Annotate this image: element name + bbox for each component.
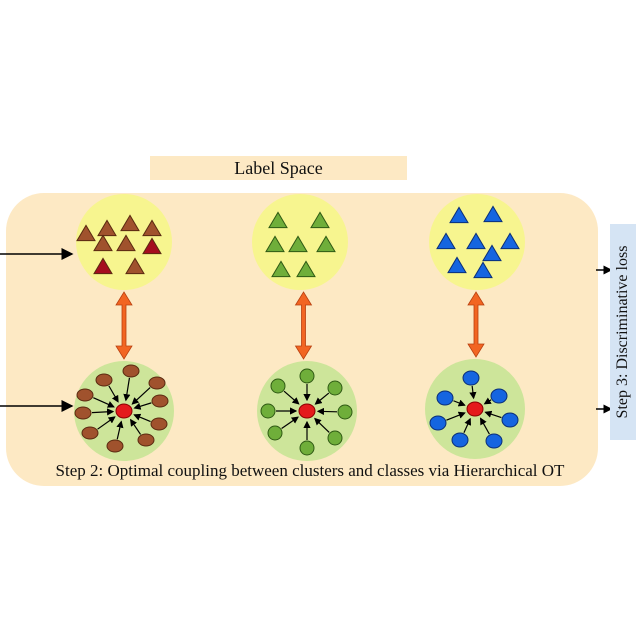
cluster-arrow-green [314,417,330,433]
class-triangle-blue [447,256,467,274]
class-triangle-blue [500,232,520,250]
cluster-arrow-blue [446,411,466,421]
class-triangle-brown [93,257,113,275]
cluster-arrow-blue [484,410,502,419]
cluster-point-brown [95,373,113,387]
class-triangle-blue [482,244,502,262]
cluster-center-blue [466,401,484,417]
cluster-arrow-brown [93,397,115,408]
cluster-arrow-brown [116,420,124,440]
coupling-arrow-blue [467,291,485,358]
cluster-point-blue [501,412,519,428]
cluster-point-brown [81,426,99,440]
coupling-arrow-green [294,291,313,360]
cluster-arrow-blue [483,397,492,405]
class-triangle-green [265,235,285,253]
cluster-point-brown [150,417,168,431]
cluster-point-green [337,404,353,420]
cluster-arrow-brown [123,377,131,402]
class-triangle-brown [97,219,117,237]
cluster-arrow-brown [108,385,119,403]
class-triangle-brown [142,219,162,237]
label-space-title: Label Space [234,158,323,178]
class-triangle-brown [125,257,145,275]
coupling-arrow-brown [115,291,133,360]
class-triangle-green [288,235,308,253]
cluster-point-brown [151,394,169,408]
class-triangle-blue [449,206,469,224]
cluster-point-blue [436,390,454,406]
class-triangle-brown [116,234,136,252]
class-triangle-blue [483,205,503,223]
cluster-point-brown [137,433,155,447]
cluster-arrow-green [283,390,300,405]
cluster-point-green [327,380,343,396]
cluster-arrow-brown [97,416,116,430]
cluster-point-brown [148,376,166,390]
cluster-point-brown [106,439,124,453]
cluster-arrow-brown [129,418,142,435]
class-triangle-green [310,211,330,229]
class-triangle-green [271,260,291,278]
cluster-center-green [298,403,316,419]
class-triangle-green [316,235,336,253]
cluster-point-brown [76,388,94,402]
cluster-arrow-brown [133,402,152,410]
cluster-point-blue [490,388,508,404]
cluster-point-blue [462,370,480,386]
cluster-point-green [299,440,315,456]
cluster-arrow-blue [480,417,490,435]
class-triangle-brown [76,224,96,242]
class-triangle-blue [473,261,493,279]
cluster-point-blue [451,432,469,448]
groups-layer [74,194,525,461]
cluster-arrow-brown [131,387,151,405]
cluster-arrow-brown [133,413,151,423]
cluster-arrow-green [281,416,299,429]
label-space-box [150,156,407,180]
cluster-point-blue [485,433,503,449]
cluster-point-green [327,430,343,446]
step3-box [610,224,636,440]
class-triangle-blue [466,232,486,250]
class-triangle-brown [142,237,162,255]
cluster-arrow-blue [453,399,466,407]
class-triangle-brown [93,234,113,252]
step3-label: Step 3: Discriminative loss [614,245,631,419]
step2-caption: Step 2: Optimal coupling between cluster… [55,461,565,480]
cluster-point-brown [122,364,140,378]
cluster-arrow-blue [469,385,477,400]
cluster-point-blue [429,415,447,431]
cluster-point-green [270,378,286,394]
cluster-arrow-green [314,392,330,405]
class-triangle-green [296,260,316,278]
cluster-arrow-green [316,407,338,416]
class-triangle-green [268,211,288,229]
cluster-point-green [260,403,276,419]
cluster-point-green [299,368,315,384]
class-triangle-blue [436,232,456,250]
cluster-center-brown [115,403,133,419]
cluster-arrow-brown [91,408,115,416]
cluster-point-green [267,425,283,441]
cluster-arrow-blue [463,417,472,434]
class-triangle-brown [120,214,140,232]
cluster-point-brown [74,406,92,420]
